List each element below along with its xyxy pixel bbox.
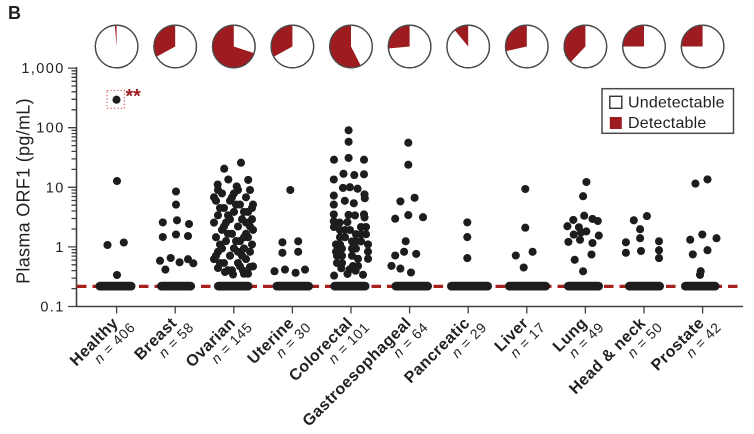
svg-text:10: 10 bbox=[46, 180, 65, 196]
svg-text:Plasma ORF1 (pg/mL): Plasma ORF1 (pg/mL) bbox=[14, 98, 34, 284]
svg-text:1,000: 1,000 bbox=[21, 61, 64, 77]
svg-text:Detectable: Detectable bbox=[628, 115, 707, 132]
svg-text:0.1: 0.1 bbox=[40, 300, 64, 316]
svg-text:1: 1 bbox=[55, 240, 64, 256]
svg-text:B: B bbox=[8, 3, 21, 23]
svg-text:100: 100 bbox=[36, 121, 64, 137]
svg-text:**: ** bbox=[126, 86, 142, 108]
svg-text:Undetectable: Undetectable bbox=[628, 94, 725, 111]
